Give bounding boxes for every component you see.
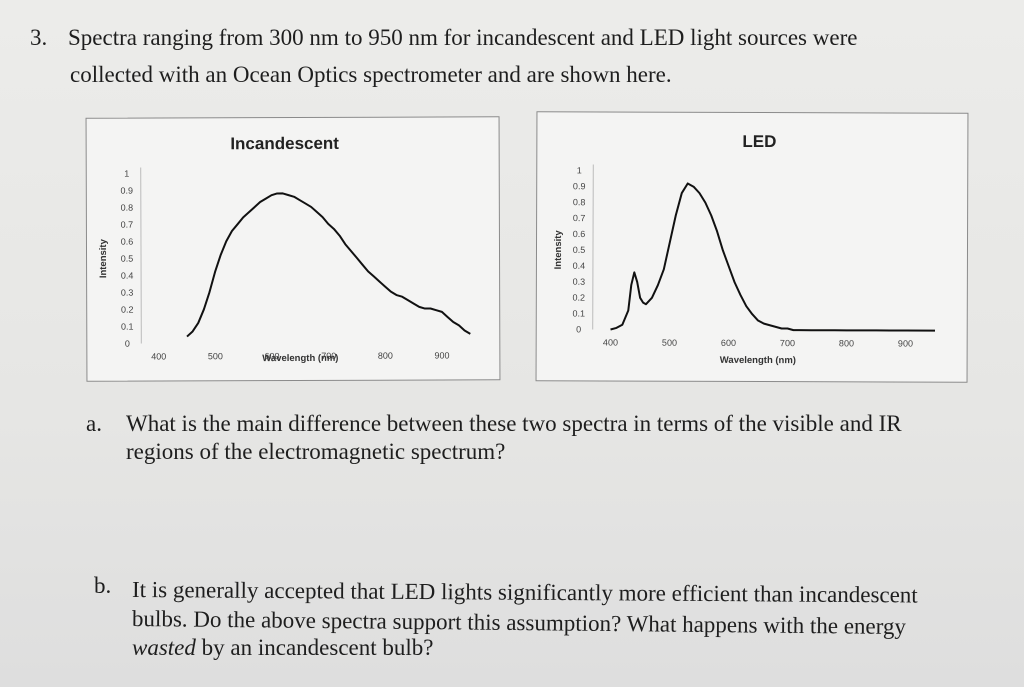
part-a-label: a.	[86, 411, 102, 436]
led-x-tick-label: 900	[898, 339, 913, 349]
question-text-line-1: Spectra ranging from 300 nm to 950 nm fo…	[68, 25, 858, 50]
led-y-tick-label: 0.6	[573, 229, 586, 239]
incandescent-x-tick-label: 600	[265, 351, 280, 361]
incandescent-y-axis-line	[140, 167, 142, 344]
led-y-tick-label: 0.4	[573, 261, 586, 271]
incandescent-y-tick-label: 0.2	[121, 305, 134, 315]
incandescent-chart-title: Incandescent	[230, 134, 339, 153]
led-x-axis-label: Wavelength (nm)	[720, 355, 796, 366]
incandescent-chart: Incandescent 0 0.1 0.2 0.3 0.4 0.5 0.6 0.7 0.8 0.9…	[85, 116, 501, 382]
incandescent-y-tick-label: 0.3	[121, 288, 134, 298]
incandescent-y-tick-label: 0.8	[121, 203, 134, 213]
incandescent-y-tick-label: 0	[125, 339, 130, 349]
question-text-line-2: collected with an Ocean Optics spectrome…	[70, 62, 672, 87]
led-y-tick-label: 0.7	[573, 213, 586, 223]
incandescent-x-tick-label: 400	[151, 351, 166, 361]
incandescent-y-tick-label: 1	[124, 169, 129, 179]
incandescent-spectrum-line	[186, 192, 471, 338]
part-a-text-line-1: What is the main difference between thes…	[126, 411, 902, 436]
incandescent-y-tick-label: 0.1	[121, 322, 134, 332]
part-b-text-line-3: wasted by an incandescent bulb?	[132, 633, 433, 663]
led-y-tick-label: 1	[577, 165, 582, 175]
part-b-label: b.	[94, 573, 112, 598]
led-y-tick-label: 0.1	[572, 308, 585, 318]
led-x-tick-label: 500	[662, 338, 677, 348]
incandescent-x-tick-label: 800	[378, 351, 393, 361]
led-y-axis-label: Intensity	[553, 230, 564, 270]
led-y-tick-label: 0.3	[573, 277, 586, 287]
led-x-tick-label: 800	[839, 338, 854, 348]
incandescent-x-tick-label: 500	[208, 351, 223, 361]
led-x-tick-label: 400	[603, 337, 618, 347]
led-y-tick-label: 0.2	[573, 293, 586, 303]
incandescent-x-tick-label: 700	[321, 351, 336, 361]
question-number: 3.	[30, 25, 48, 50]
incandescent-x-axis-label: Wavelength (nm)	[262, 353, 338, 364]
incandescent-y-tick-label: 0.5	[121, 254, 134, 264]
led-y-tick-label: 0.9	[573, 181, 586, 191]
incandescent-y-tick-label: 0.4	[121, 271, 134, 281]
incandescent-chart-svg: Incandescent 0 0.1 0.2 0.3 0.4 0.5 0.6 0.7 0.8 0.9…	[98, 134, 471, 364]
incandescent-y-tick-label: 0.6	[121, 237, 134, 247]
led-x-tick-label: 700	[780, 338, 795, 348]
part-a-text-line-2: regions of the electromagnetic spectrum?	[126, 439, 506, 464]
incandescent-y-axis-label: Intensity	[98, 238, 109, 278]
incandescent-y-tick-label: 0.9	[121, 186, 134, 196]
incandescent-x-tick-label: 900	[435, 350, 450, 360]
part-b-emphasis: wasted	[132, 635, 196, 660]
incandescent-y-tick-label: 0.7	[121, 220, 134, 230]
led-y-tick-label: 0	[576, 324, 581, 334]
led-y-tick-label: 0.8	[573, 197, 586, 207]
led-chart-title: LED	[742, 132, 776, 151]
led-x-tick-label: 600	[721, 338, 736, 348]
part-b-text-line-3-rest: by an incandescent bulb?	[195, 635, 434, 660]
led-spectrum-line	[610, 182, 936, 332]
led-y-tick-label: 0.5	[573, 245, 586, 255]
led-chart: LED 0 0.1 0.2 0.3 0.4 0.5 0.6 0.7 0.8 0.9 1 400 500 60…	[535, 111, 969, 383]
led-chart-svg: LED 0 0.1 0.2 0.3 0.4 0.5 0.6 0.7 0.8 0.9 1 400 500 60…	[553, 132, 936, 366]
led-y-axis-line	[592, 164, 594, 330]
